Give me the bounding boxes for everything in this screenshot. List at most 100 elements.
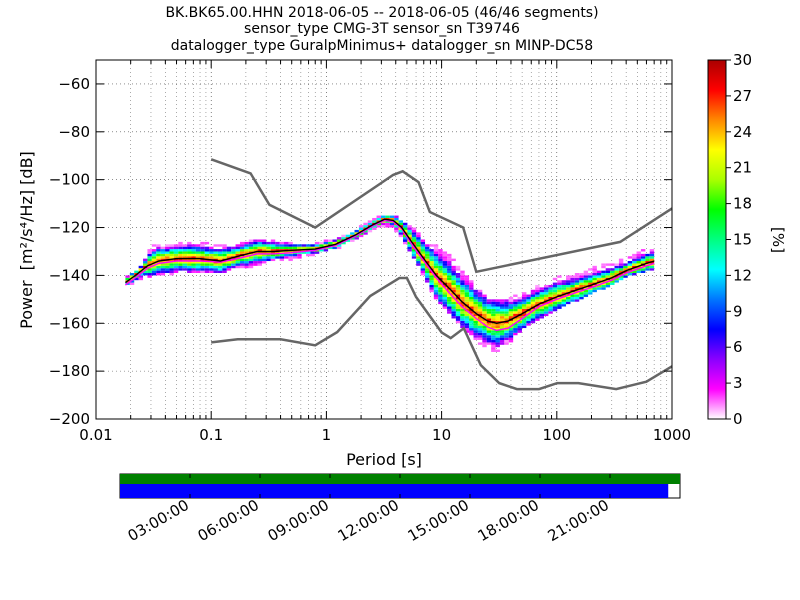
heatmap-cell — [601, 284, 606, 288]
colorbar-tick-label: 12 — [733, 266, 752, 284]
heatmap-cell — [438, 253, 443, 257]
heatmap-cell — [217, 268, 223, 271]
heatmap-cell — [499, 342, 505, 345]
heatmap-cell — [491, 299, 496, 302]
heatmap-cell — [539, 306, 544, 309]
heatmap-cell — [425, 268, 430, 271]
heatmap-cell — [513, 318, 518, 321]
heatmap-cell — [416, 239, 421, 242]
heatmap-cell — [191, 256, 196, 259]
heatmap-cell — [266, 244, 271, 247]
heatmap-cell — [433, 296, 439, 300]
heatmap-cell — [209, 253, 214, 257]
heatmap-cell — [257, 246, 263, 250]
heatmap-cell — [262, 258, 267, 262]
heatmap-cell — [248, 265, 254, 269]
heatmap-cell — [407, 225, 412, 228]
heatmap-cell — [464, 320, 470, 324]
heatmap-cell — [253, 258, 258, 262]
heatmap-cell — [477, 332, 483, 336]
heatmap-cell — [288, 246, 293, 250]
heatmap-cell — [248, 241, 254, 245]
heatmap-cell — [640, 258, 646, 262]
heatmap-cell — [350, 239, 355, 242]
heatmap-cell — [231, 246, 236, 250]
heatmap-cell — [530, 311, 536, 314]
heatmap-cell — [200, 244, 205, 247]
heatmap-cell — [477, 328, 483, 331]
heatmap-cell — [464, 311, 470, 314]
heatmap-cell — [429, 265, 434, 269]
heatmap-cell — [447, 275, 452, 278]
heatmap-cell — [473, 330, 478, 333]
heatmap-cell — [543, 294, 549, 297]
heatmap-cell — [235, 249, 240, 252]
heatmap-cell — [380, 225, 386, 228]
plot-background — [96, 60, 672, 419]
heatmap-cell — [442, 270, 448, 274]
heatmap-cell — [244, 258, 249, 262]
heatmap-cell — [160, 253, 166, 257]
heatmap-cell — [438, 292, 443, 295]
series-line — [124, 219, 655, 332]
heatmap-cell — [314, 241, 320, 245]
colorbar-label: [%] — [769, 227, 787, 253]
y-tick-label: −60 — [58, 75, 90, 93]
heatmap-cell — [513, 299, 518, 302]
heatmap-cell — [447, 289, 452, 293]
heatmap-cell — [248, 244, 254, 247]
heatmap-cell — [473, 306, 478, 309]
heatmap-cell — [530, 316, 536, 319]
heatmap-cell — [579, 280, 584, 283]
heatmap-cell — [517, 328, 522, 331]
heatmap-cell — [425, 273, 430, 276]
heatmap-cell — [455, 299, 461, 302]
heatmap-cell — [433, 258, 439, 262]
heatmap-cell — [151, 273, 157, 276]
heatmap-cell — [319, 241, 324, 245]
heatmap-cell — [513, 323, 518, 326]
heatmap-cell — [288, 256, 293, 259]
heatmap-cell — [442, 268, 448, 271]
heatmap-cell — [469, 304, 474, 307]
heatmap-cell — [521, 292, 527, 295]
heatmap-cell — [191, 268, 196, 271]
heatmap-cell — [323, 239, 329, 242]
heatmap-cell — [473, 313, 478, 317]
heatmap-cell — [182, 251, 188, 254]
heatmap-cell — [217, 263, 223, 266]
heatmap-cell — [570, 275, 575, 278]
heatmap-cell — [231, 265, 236, 269]
heatmap-cell — [407, 229, 412, 233]
heatmap-cell — [442, 304, 448, 307]
heatmap-cell — [195, 249, 201, 252]
heatmap-cell — [543, 308, 549, 312]
heatmap-cell — [623, 270, 628, 274]
heatmap-cell — [336, 237, 342, 240]
heatmap-cell — [636, 261, 641, 264]
heatmap-cell — [570, 299, 575, 302]
heatmap-cell — [583, 273, 589, 276]
heatmap-cell — [151, 253, 157, 257]
heatmap-cell — [143, 258, 148, 262]
heatmap-cell — [455, 304, 461, 307]
y-axis-label-text: Power — [17, 280, 36, 329]
heatmap-cell — [147, 261, 152, 264]
heatmap-cell — [477, 316, 483, 319]
heatmap-cell — [561, 301, 567, 305]
heatmap-cell — [460, 323, 465, 326]
heatmap-cell — [433, 244, 439, 247]
heatmap-cell — [363, 225, 368, 228]
heatmap-cell — [627, 265, 633, 269]
heatmap-cell — [601, 265, 606, 269]
heatmap-cell — [253, 246, 258, 250]
heatmap-cell — [499, 313, 505, 317]
heatmap-cell — [398, 220, 404, 223]
heatmap-cell — [411, 253, 417, 257]
x-tick-label: 100 — [542, 426, 571, 444]
heatmap-cell — [363, 229, 368, 233]
heatmap-cell — [169, 256, 174, 259]
y-axis-ticks: −60 −80 −100 −120 −140 −160 −180 −200 — [49, 75, 672, 428]
heatmap-cell — [557, 282, 562, 285]
heatmap-cell — [367, 222, 373, 226]
